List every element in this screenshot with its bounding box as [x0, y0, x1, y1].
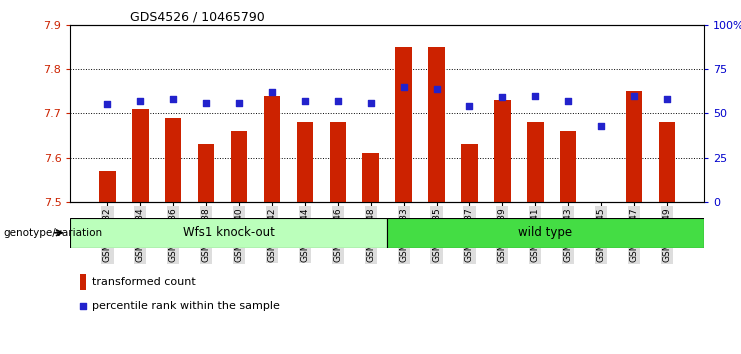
Bar: [80, 274, 86, 290]
Bar: [296, 122, 313, 202]
Text: wild type: wild type: [519, 226, 573, 239]
Bar: [626, 91, 642, 202]
Text: Wfs1 knock-out: Wfs1 knock-out: [183, 226, 275, 239]
Point: [102, 102, 113, 107]
Bar: [132, 109, 148, 202]
Point: [365, 100, 376, 105]
Bar: [264, 96, 280, 202]
Point: [398, 84, 410, 90]
Point: [299, 98, 310, 104]
Bar: [494, 100, 511, 202]
Bar: [461, 144, 478, 202]
Bar: [659, 122, 675, 202]
Bar: [165, 118, 182, 202]
Text: GDS4526 / 10465790: GDS4526 / 10465790: [130, 11, 265, 24]
Point: [661, 96, 673, 102]
Point: [595, 123, 607, 129]
Bar: [99, 171, 116, 202]
Bar: [70, 218, 387, 248]
Point: [496, 95, 508, 100]
Point: [200, 100, 212, 105]
Bar: [527, 122, 543, 202]
Point: [233, 100, 245, 105]
Point: [562, 98, 574, 104]
Point: [266, 89, 278, 95]
Bar: [560, 131, 576, 202]
Bar: [387, 218, 704, 248]
Point: [628, 93, 640, 98]
Point: [305, 178, 316, 184]
Bar: [198, 144, 214, 202]
Text: genotype/variation: genotype/variation: [4, 228, 103, 238]
Text: transformed count: transformed count: [92, 277, 196, 287]
Bar: [428, 47, 445, 202]
Bar: [231, 131, 247, 202]
Bar: [362, 153, 379, 202]
Point: [431, 86, 442, 91]
Bar: [330, 122, 346, 202]
Point: [529, 93, 541, 98]
Point: [134, 98, 146, 104]
Point: [167, 96, 179, 102]
Point: [464, 103, 476, 109]
Bar: [396, 47, 412, 202]
Point: [332, 98, 344, 104]
Text: percentile rank within the sample: percentile rank within the sample: [92, 301, 280, 311]
